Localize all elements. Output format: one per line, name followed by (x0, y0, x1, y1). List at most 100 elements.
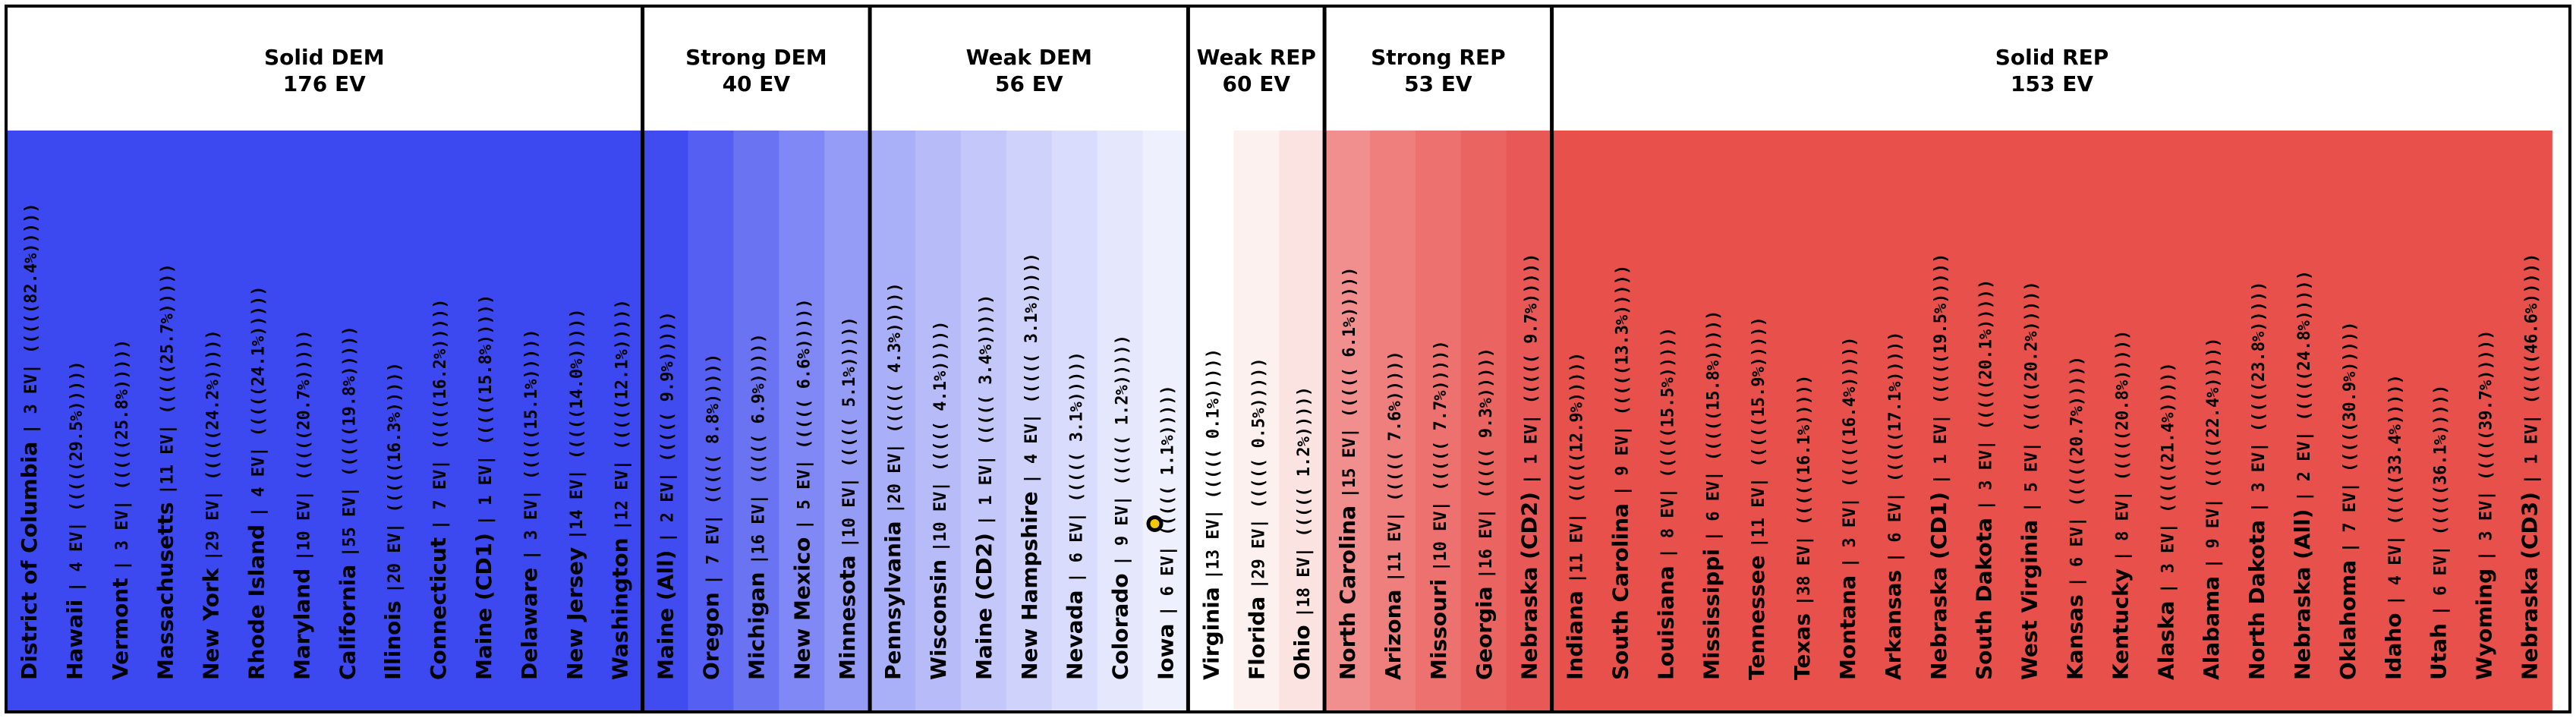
group-title: Strong DEM (685, 45, 827, 70)
state-bar (6, 131, 52, 712)
state-bar (733, 131, 779, 712)
state-name: Maine (CD1) (471, 525, 496, 680)
state-ev-margin: | 3 EV| (((((20.1%))))) (1977, 279, 1996, 511)
state-bar (1779, 131, 1825, 712)
state-name: Montana (1835, 568, 1860, 680)
state-label: Illinois |20 EV| (((((16.3%))))) (380, 362, 405, 680)
state-label: Kansas | 6 EV| (((((20.7%))))) (2062, 356, 2087, 680)
state-name: South Carolina (1608, 496, 1633, 680)
state-name: New Mexico (789, 530, 814, 680)
state-name: Maine (All) (653, 543, 679, 680)
state-bar (1279, 131, 1325, 712)
state-bar (1006, 131, 1053, 712)
state-bar (779, 131, 825, 712)
state-ev-margin: | 5 EV| ((((( 6.6%))))) (795, 298, 814, 530)
state-ev-margin: | 4 EV| (((((29.5%))))) (68, 361, 87, 592)
state-name: Iowa (1153, 616, 1178, 680)
state-label: Louisiana | 8 EV| (((((15.5%))))) (1653, 327, 1678, 680)
state-label: Georgia |16 EV| ((((( 9.3%))))) (1472, 348, 1497, 680)
state-label: New Jersey |14 EV| (((((14.0%))))) (562, 308, 587, 680)
state-ev-margin: |16 EV| ((((( 9.3%))))) (1477, 348, 1496, 579)
state-name: Michigan (744, 565, 769, 680)
state-name: Delaware (517, 560, 542, 680)
state-ev-margin: |15 EV| ((((( 6.1%))))) (1340, 267, 1359, 499)
state-bar (2324, 131, 2371, 712)
state-label: Iowa | 6 EV| ((((( 1.1%))))) (1153, 385, 1178, 680)
state-label: Arizona |11 EV| ((((( 7.6%))))) (1381, 351, 1406, 680)
state-bar (324, 131, 370, 712)
state-label: Connecticut | 7 EV| (((((16.2%))))) (426, 298, 451, 680)
state-name: Arizona (1381, 582, 1406, 680)
state-ev-margin: | 1 EV| (((((46.6%))))) (2522, 254, 2541, 485)
state-label: North Dakota | 3 EV| (((((23.8%))))) (2244, 282, 2269, 680)
state-name: Wisconsin (926, 552, 951, 680)
state-name: Alaska (2153, 594, 2178, 680)
state-bar (1460, 131, 1507, 712)
state-ev-margin: | 4 EV| (((((24.1%))))) (249, 286, 268, 518)
group-title: Strong REP (1371, 45, 1506, 70)
state-name: Mississippi (1699, 541, 1724, 680)
state-bar (1688, 131, 1734, 712)
state-bar (2415, 131, 2462, 712)
state-label: Maine (CD1) | 1 EV| (((((15.8%))))) (471, 294, 496, 680)
state-label: Oklahoma | 7 EV| (((((30.9%))))) (2335, 321, 2360, 680)
state-ev-margin: |29 EV| (((((24.2%))))) (204, 329, 223, 561)
chart-border (5, 5, 2571, 713)
state-bar (870, 131, 916, 712)
state-label: Nebraska (All) | 2 EV| (((((24.8%))))) (2290, 270, 2315, 680)
state-label: Nebraska (CD1) | 1 EV| (((((19.5%))))) (1926, 254, 1951, 680)
state-bar (1370, 131, 1416, 712)
state-ev-margin: | 6 EV| ((((( 1.1%))))) (1158, 385, 1177, 616)
state-label: New Hampshire | 4 EV| ((((( 3.1%))))) (1017, 253, 1042, 680)
state-ev-margin: | 1 EV| (((((15.8%))))) (477, 294, 496, 526)
group-ev: 40 EV (723, 71, 791, 96)
state-bar (2506, 131, 2552, 712)
state-label: Texas |38 EV| (((((16.1%))))) (1790, 375, 1815, 680)
state-bar (142, 131, 189, 712)
state-bar (551, 131, 598, 712)
state-bar (505, 131, 553, 712)
state-ev-margin: | 6 EV| (((((15.8%))))) (1704, 310, 1723, 542)
state-bar (415, 131, 461, 712)
group-title: Weak REP (1197, 45, 1316, 70)
state-ev-margin: | 3 EV| (((((23.8%))))) (2250, 282, 2269, 513)
state-label: Utah | 6 EV| (((((36.1%))))) (2426, 385, 2452, 680)
state-name: New Hampshire (1017, 484, 1042, 680)
state-bar (233, 131, 279, 712)
state-name: Indiana (1563, 584, 1588, 680)
group-ev: 53 EV (1404, 71, 1472, 96)
state-name: Nebraska (CD3) (2517, 484, 2542, 680)
state-label: Alaska | 3 EV| (((((21.4%))))) (2153, 362, 2178, 680)
state-ev-margin: | 7 EV| (((((16.2%))))) (431, 298, 450, 530)
state-ev-margin: |38 EV| (((((16.1%))))) (1795, 375, 1814, 606)
state-bar (1915, 131, 1962, 712)
state-name: Kentucky (2108, 561, 2133, 680)
state-ev-margin: |20 EV| ((((( 4.3%))))) (886, 282, 905, 514)
state-bar (2279, 131, 2326, 712)
state-label: Minnesota |10 EV| ((((( 5.1%))))) (835, 316, 860, 680)
state-bar (1960, 131, 2008, 712)
state-label: Vermont | 3 EV| (((((25.8%))))) (108, 339, 133, 680)
state-bar (1597, 131, 1643, 712)
state-label: California |55 EV| (((((19.8%))))) (335, 326, 360, 680)
state-label: Alabama | 9 EV| (((((22.4%))))) (2199, 337, 2224, 680)
state-label: Hawaii | 4 EV| (((((29.5%))))) (62, 361, 87, 680)
state-ev-margin: | 6 EV| (((((20.7%))))) (2067, 356, 2086, 587)
state-bar (1869, 131, 1916, 712)
state-bar (2006, 131, 2052, 712)
state-label: Montana | 3 EV| (((((16.4%))))) (1835, 336, 1860, 680)
state-label: Maine (CD2) | 1 EV| ((((( 3.4%))))) (972, 294, 997, 680)
state-ev-margin: |10 EV| (((((20.7%))))) (294, 329, 313, 561)
state-bar (1551, 131, 1598, 712)
state-label: Washington |12 EV| (((((12.1%))))) (608, 299, 633, 680)
state-bar (1324, 131, 1371, 712)
state-ev-margin: |55 EV| (((((19.8%))))) (340, 326, 359, 557)
state-name: Utah (2426, 616, 2452, 680)
state-ev-margin: | 9 EV| (((((13.3%))))) (1613, 265, 1632, 496)
state-name: Illinois (380, 594, 405, 680)
state-bar (461, 131, 507, 712)
state-bar (279, 131, 325, 712)
state-ev-margin: |13 EV| ((((( 0.1%))))) (1204, 348, 1223, 580)
state-label: South Carolina | 9 EV| (((((13.3%))))) (1608, 265, 1633, 680)
state-name: Kansas (2062, 587, 2087, 681)
